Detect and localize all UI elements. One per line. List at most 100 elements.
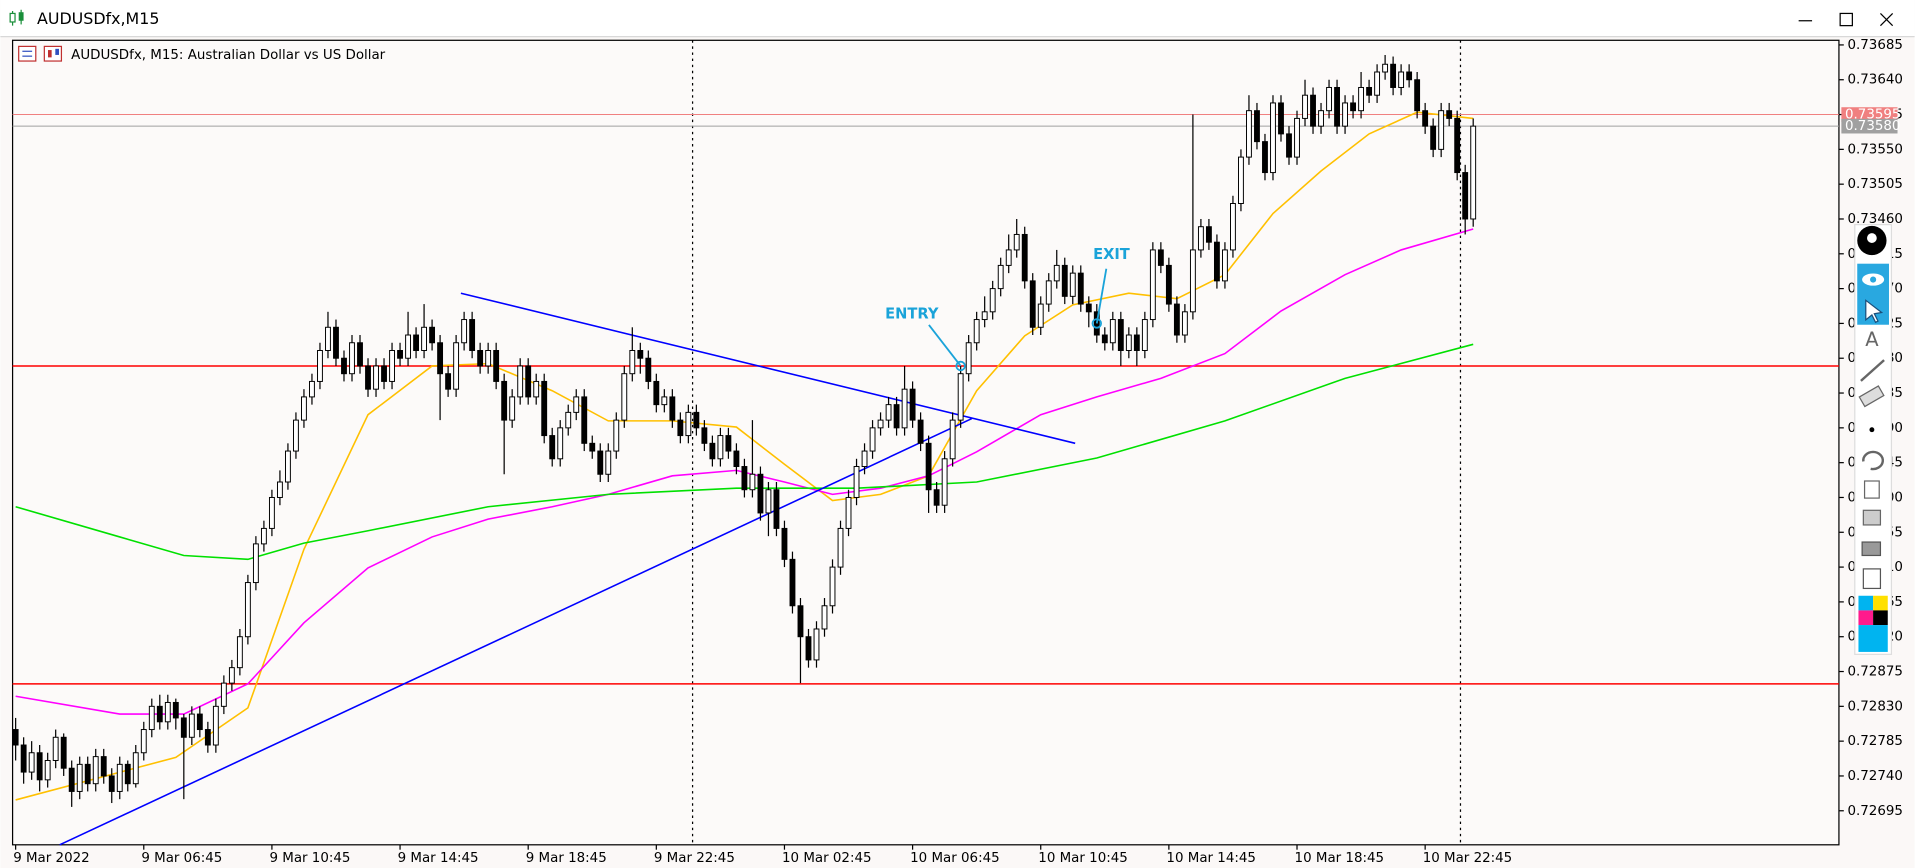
delete-icon[interactable] xyxy=(1863,480,1880,499)
x-tick-label: 10 Mar 14:45 xyxy=(1166,851,1256,866)
eraser-icon[interactable] xyxy=(1858,385,1885,408)
y-tick-label: 0.72830 xyxy=(1847,699,1902,714)
candle-body xyxy=(517,365,524,398)
candle-body xyxy=(821,605,828,630)
candle-body xyxy=(861,450,868,468)
candle-body xyxy=(1430,125,1437,150)
candle-body xyxy=(100,756,107,777)
candle-body xyxy=(44,759,51,781)
candle-body xyxy=(733,450,740,468)
candle-body xyxy=(1262,141,1268,174)
candle-body xyxy=(1013,233,1020,251)
candle-body xyxy=(276,481,283,498)
y-tick-label: 0.73685 xyxy=(1847,38,1902,53)
candle-body xyxy=(301,396,307,421)
candle-body xyxy=(1310,94,1316,127)
candle-body xyxy=(981,311,988,321)
annotation-arrow xyxy=(1095,268,1108,324)
candle-body xyxy=(1109,319,1116,344)
candle-body xyxy=(1181,311,1188,336)
candle-body xyxy=(501,380,508,421)
candle-body xyxy=(1294,117,1300,158)
candle-body xyxy=(893,404,900,429)
candle-body xyxy=(1029,280,1036,328)
candle-body xyxy=(653,380,660,406)
candle-body xyxy=(1454,117,1461,174)
candle-body xyxy=(164,701,171,723)
maximize-button[interactable] xyxy=(1839,12,1853,27)
candle-body xyxy=(220,682,227,707)
candle-body xyxy=(773,489,780,529)
x-tick-label: 10 Mar 06:45 xyxy=(910,851,1000,866)
candle-body xyxy=(293,419,299,452)
window-title: AUDUSDfx,M15 xyxy=(37,9,159,28)
candle-body xyxy=(1238,156,1244,204)
annotation-point xyxy=(955,360,966,372)
candle-body xyxy=(877,419,884,429)
candle-body xyxy=(1037,303,1044,328)
candle-body xyxy=(933,489,940,506)
color-palette[interactable] xyxy=(1858,595,1888,652)
candle-body xyxy=(749,473,756,491)
candle-body xyxy=(116,763,123,792)
candle-body xyxy=(637,350,644,359)
camera-icon[interactable] xyxy=(1861,541,1882,557)
candle-body xyxy=(1213,241,1220,282)
candle-body xyxy=(1446,110,1453,119)
moving-average xyxy=(15,228,1474,715)
drawing-toolbar: A xyxy=(1854,224,1893,655)
candle-body xyxy=(1165,264,1172,305)
cursor-icon[interactable] xyxy=(1865,299,1884,324)
close-button[interactable] xyxy=(1880,12,1894,27)
annotation-label: EXIT xyxy=(1093,246,1130,263)
candle-body xyxy=(1406,71,1413,81)
candle-body xyxy=(1438,110,1445,150)
candle-body xyxy=(28,752,35,773)
candle-body xyxy=(172,701,179,719)
candle-body xyxy=(1125,334,1132,351)
candle-body xyxy=(789,558,796,607)
candle-body xyxy=(68,767,75,792)
candle-body xyxy=(469,319,476,351)
candle-body xyxy=(485,350,492,367)
window-icon xyxy=(9,9,24,26)
y-tick-label: 0.73505 xyxy=(1847,177,1902,192)
candle-body xyxy=(901,388,908,429)
screen-icon[interactable] xyxy=(1862,509,1882,526)
price-tag xyxy=(1841,107,1898,122)
y-tick-label: 0.72785 xyxy=(1847,734,1902,749)
candle-body xyxy=(12,729,19,746)
candle-body xyxy=(741,466,748,491)
candle-body xyxy=(236,636,243,669)
candle-body xyxy=(1270,102,1276,174)
candle-body xyxy=(124,763,131,785)
candle-body xyxy=(957,373,964,421)
candle-body xyxy=(1398,71,1405,88)
candle-body xyxy=(1069,272,1076,297)
candle-body xyxy=(493,350,500,382)
candle-body xyxy=(541,380,548,437)
line-tool-icon[interactable] xyxy=(1860,359,1885,382)
candle-body xyxy=(1462,172,1469,220)
text-tool-icon[interactable]: A xyxy=(1865,328,1879,351)
candle-body xyxy=(389,350,395,382)
clipboard-icon[interactable] xyxy=(1862,568,1882,590)
candle-body xyxy=(1302,94,1308,119)
dot-icon[interactable] xyxy=(1869,427,1875,433)
candle-body xyxy=(925,442,932,491)
candle-body xyxy=(421,326,428,351)
annotation-label: ENTRY xyxy=(885,306,939,323)
candle-body xyxy=(1422,110,1429,127)
x-tick-label: 9 Mar 10:45 xyxy=(269,851,350,866)
candle-body xyxy=(1141,319,1148,351)
candle-body xyxy=(20,744,27,773)
undo-icon[interactable] xyxy=(1862,450,1885,471)
trendline xyxy=(59,417,973,846)
candle-body xyxy=(1366,86,1373,96)
candle-body xyxy=(829,566,836,607)
chart-header-icons xyxy=(18,45,63,62)
candle-body xyxy=(853,466,860,498)
candle-body xyxy=(1230,203,1236,251)
candle-body xyxy=(156,705,163,723)
